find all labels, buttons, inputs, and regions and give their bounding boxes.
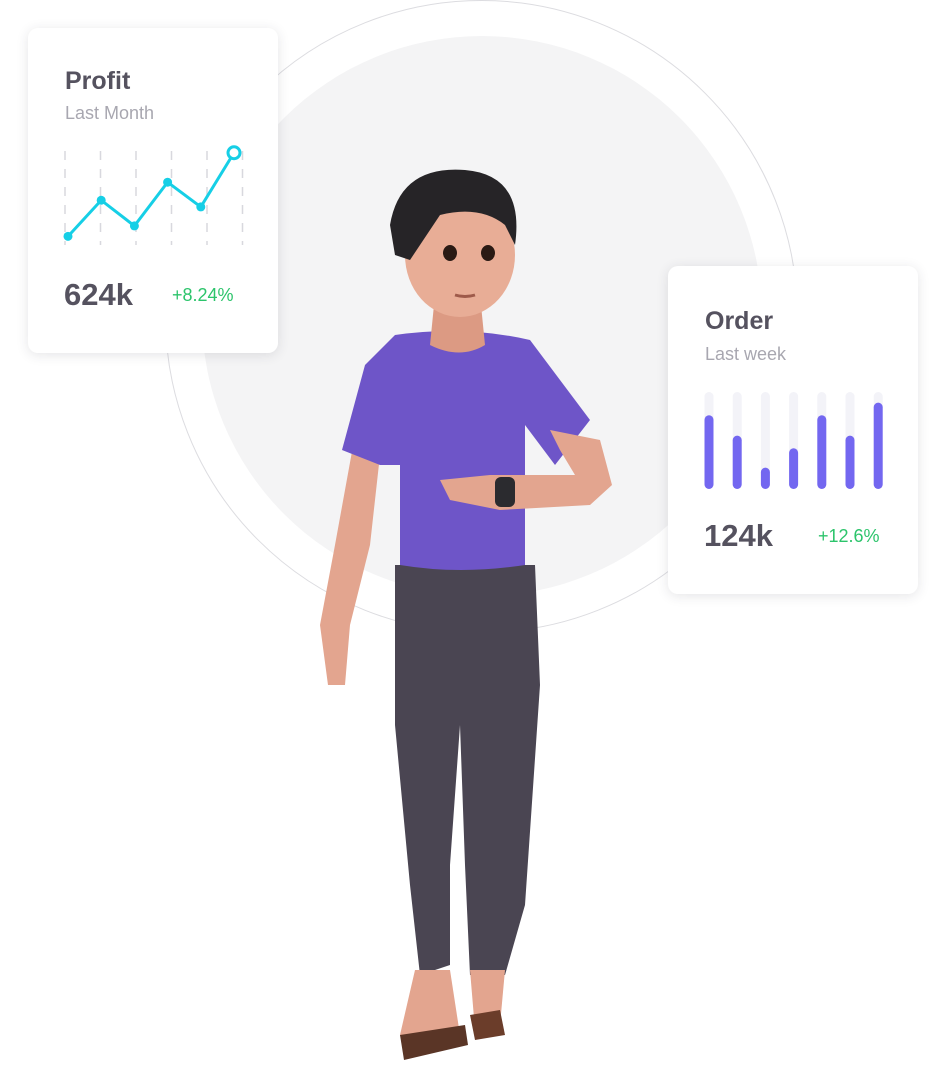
profit-point <box>96 195 106 205</box>
profit-point <box>196 202 206 212</box>
order-card: Order Last week 124k +12.6% <box>668 266 918 594</box>
bar-track <box>760 392 770 489</box>
profit-title: Profit <box>65 67 131 95</box>
profit-card: Profit Last Month 624k +8.24% <box>28 28 278 353</box>
order-bar <box>704 415 714 489</box>
person-illustration <box>320 169 612 1060</box>
order-subtitle: Last week <box>705 344 787 364</box>
profit-change: +8.24% <box>172 285 234 305</box>
order-bar <box>789 448 799 489</box>
profit-point <box>63 231 73 241</box>
order-change: +12.6% <box>818 526 880 546</box>
profit-line-chart <box>63 145 244 245</box>
profit-point-last <box>226 145 242 161</box>
order-bar-chart <box>704 392 883 489</box>
order-value: 124k <box>704 518 773 553</box>
order-bar <box>873 402 883 489</box>
order-title: Order <box>705 307 774 335</box>
profit-point <box>163 177 173 187</box>
order-bar <box>732 435 742 489</box>
order-bar <box>760 467 770 489</box>
profit-subtitle: Last Month <box>65 103 155 123</box>
profit-line <box>66 151 236 238</box>
profit-value: 624k <box>64 277 133 312</box>
profit-point <box>129 221 139 231</box>
order-bar <box>845 435 855 489</box>
order-bar <box>817 415 827 489</box>
